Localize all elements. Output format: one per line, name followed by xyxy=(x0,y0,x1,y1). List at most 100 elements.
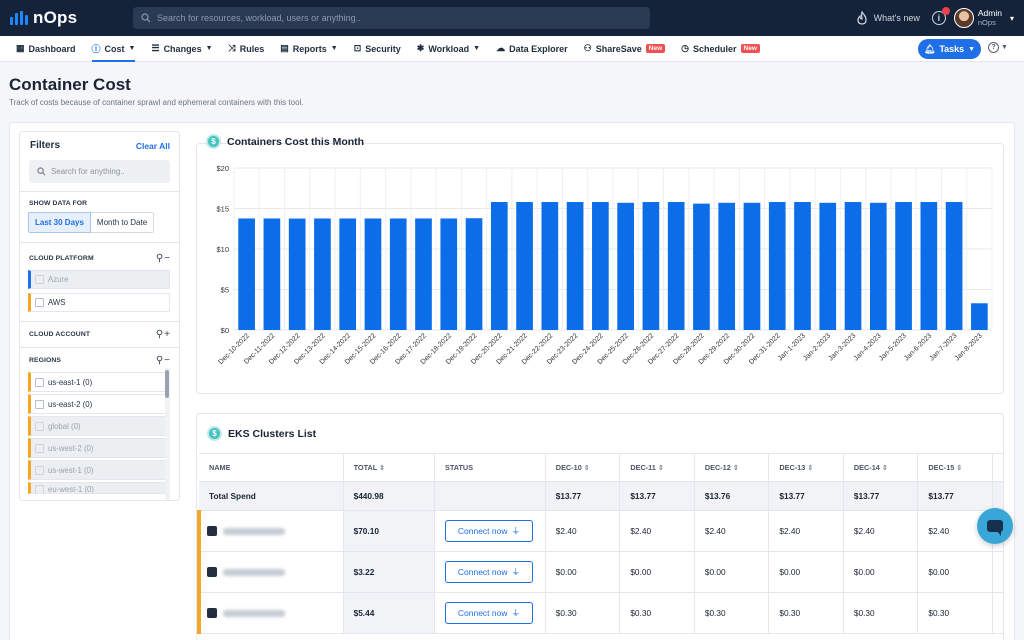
eks-title: EKS Clusters List xyxy=(228,427,317,440)
col-day[interactable]: DEC-10 ⇕ xyxy=(545,453,621,482)
plug-icon: ⏚ xyxy=(511,526,521,536)
checkbox[interactable] xyxy=(35,443,44,453)
nav-data-explorer[interactable]: ☁ Data Explorer xyxy=(488,36,576,62)
bar xyxy=(288,218,306,330)
table-row[interactable]: $5.44 Connect now ⏚ $0.30 $0.30 $0.30 $0.… xyxy=(197,592,1003,634)
regions-list[interactable]: us-east-1 (0) us-east-2 (0) global (0) u… xyxy=(20,372,170,494)
table-row[interactable]: $3.22 Connect now ⏚ $0.00 $0.00 $0.00 $0.… xyxy=(197,551,1003,593)
checkbox[interactable] xyxy=(35,399,44,409)
checkbox[interactable] xyxy=(35,421,44,431)
redacted-name xyxy=(223,568,285,576)
option-label: us-west-1 (0) xyxy=(48,465,94,475)
collapse-icon[interactable]: − xyxy=(164,355,170,366)
nav-cost[interactable]: ⓘ Cost ▼ xyxy=(84,36,144,62)
connect-now-button[interactable]: Connect now ⏚ xyxy=(444,602,533,624)
checkbox[interactable] xyxy=(35,275,44,284)
filters-title: Filters xyxy=(30,140,61,151)
col-day[interactable]: DEC-13 ⇕ xyxy=(768,453,844,482)
grid-icon: ▦ xyxy=(16,43,25,53)
region-option[interactable]: us-east-2 (0) xyxy=(28,394,170,414)
cloud-platform-label: CLOUD PLATFORM xyxy=(29,255,94,262)
region-option[interactable]: us-west-2 (0) xyxy=(28,438,170,458)
filter-search-input[interactable] xyxy=(50,167,170,176)
region-option[interactable]: us-east-1 (0) xyxy=(28,372,170,392)
checkbox[interactable] xyxy=(35,485,44,493)
collapse-icon[interactable]: − xyxy=(164,253,170,264)
whats-new-button[interactable]: What's new xyxy=(856,11,920,25)
tasks-label: Tasks xyxy=(939,44,965,54)
page-title: Container Cost xyxy=(9,75,131,94)
search-icon[interactable]: ⚲ xyxy=(155,329,164,340)
search-icon[interactable]: ⚲ xyxy=(155,253,164,264)
aws-icon xyxy=(207,567,217,578)
last-30-days-button[interactable]: Last 30 Days xyxy=(28,212,91,233)
global-search[interactable] xyxy=(133,7,650,29)
cluster-name xyxy=(197,551,344,593)
global-search-input[interactable] xyxy=(157,13,637,23)
region-option[interactable]: eu-west-1 (0) xyxy=(28,482,170,494)
sort-icon: ⇕ xyxy=(956,465,963,472)
main-nav: ▦ Dashboard ⓘ Cost ▼ ☰ Changes ▼ ⤨ Rules ▤ Repo… xyxy=(0,36,1024,62)
nav-label: Cost xyxy=(104,43,125,54)
chart-title: Containers Cost this Month xyxy=(227,135,365,148)
nops-logo[interactable]: nOps xyxy=(10,8,132,28)
chevron-down-icon[interactable]: ▾ xyxy=(1009,13,1014,23)
info-icon: i xyxy=(937,13,941,23)
user-menu[interactable]: Admin nOps xyxy=(978,8,1002,28)
checkbox[interactable] xyxy=(35,465,44,475)
col-day[interactable]: DEC-15 ⇕ xyxy=(917,453,993,482)
platform-azure[interactable]: Azure xyxy=(28,270,170,289)
nav-dashboard[interactable]: ▦ Dashboard xyxy=(0,36,84,62)
regions-scrollbar[interactable] xyxy=(165,368,170,500)
nav-sharesave[interactable]: ⚇ ShareSave New xyxy=(576,36,674,62)
nav-security[interactable]: ⊡ Security xyxy=(346,36,409,62)
regions-scrollbar-thumb[interactable] xyxy=(165,370,169,398)
nav-label: Reports xyxy=(292,43,327,54)
avatar[interactable] xyxy=(953,8,974,28)
bar xyxy=(263,218,281,330)
total-label: Total Spend xyxy=(199,481,344,511)
nav-workload[interactable]: ✱ Workload ▼ xyxy=(409,36,488,62)
month-to-date-button[interactable]: Month to Date xyxy=(90,212,155,233)
table-header-row: NAME TOTAL ⇕ STATUS DEC-10 ⇕ DEC-11 ⇕ DE… xyxy=(199,453,1003,482)
bar xyxy=(920,202,938,330)
clear-all-button[interactable]: Clear All xyxy=(135,140,170,151)
bar xyxy=(895,202,912,330)
cluster-name xyxy=(197,510,344,552)
sort-icon: ⇕ xyxy=(807,465,814,472)
platform-aws[interactable]: AWS xyxy=(28,293,170,312)
sort-icon: ⇕ xyxy=(657,465,664,472)
new-badge: New xyxy=(645,44,666,53)
top-bar: nOps What's new i Admin nOps ▾ xyxy=(0,0,1024,36)
bar xyxy=(718,202,736,330)
redacted-name xyxy=(223,609,285,617)
nav-reports[interactable]: ▤ Reports ▼ xyxy=(272,36,345,62)
chat-button[interactable] xyxy=(977,508,1013,544)
expand-icon[interactable]: + xyxy=(164,329,170,340)
connect-now-button[interactable]: Connect now ⏚ xyxy=(444,561,533,583)
notifications-button[interactable]: i xyxy=(931,7,950,25)
region-option[interactable]: us-west-1 (0) xyxy=(28,460,170,480)
bar xyxy=(768,202,786,330)
region-option[interactable]: global (0) xyxy=(28,416,170,436)
filter-search[interactable] xyxy=(29,160,170,183)
col-day[interactable]: DEC-11 ⇕ xyxy=(619,453,695,482)
tasks-button[interactable]: 🔔︎ Tasks ▼ xyxy=(918,39,981,59)
col-day[interactable]: DEC-12 ⇕ xyxy=(694,453,770,482)
nav-changes[interactable]: ☰ Changes ▼ xyxy=(143,36,220,62)
help-button[interactable]: ? ▼ xyxy=(988,42,1008,53)
checkbox[interactable] xyxy=(35,298,44,307)
table-row[interactable]: $70.10 Connect now ⏚ $2.40 $2.40 $2.40 $2… xyxy=(197,510,1003,552)
gear-icon: ✱ xyxy=(416,43,425,53)
nav-scheduler[interactable]: ◷ Scheduler New xyxy=(673,36,768,62)
regions-label: REGIONS xyxy=(29,357,62,364)
connect-now-button[interactable]: Connect now ⏚ xyxy=(444,520,533,542)
checkbox[interactable] xyxy=(35,377,44,387)
clock-icon: ◷ xyxy=(681,43,689,53)
search-icon[interactable]: ⚲ xyxy=(155,355,164,366)
eks-clusters-table: NAME TOTAL ⇕ STATUS DEC-10 ⇕ DEC-11 ⇕ DE… xyxy=(197,453,1003,634)
bar xyxy=(440,218,458,330)
col-total[interactable]: TOTAL ⇕ xyxy=(343,453,435,482)
nav-rules[interactable]: ⤨ Rules xyxy=(221,36,273,62)
col-day[interactable]: DEC-14 ⇕ xyxy=(843,453,919,482)
